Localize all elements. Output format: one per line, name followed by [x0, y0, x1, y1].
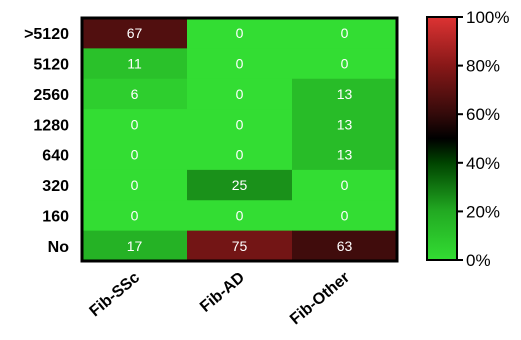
row-label: >5120 [24, 26, 69, 43]
heatmap-cell-2560-fib-ssc [82, 78, 188, 110]
colorbar-tick-label: 60% [466, 105, 500, 124]
heatmap-cell-640-fib-ad [187, 139, 293, 171]
cell-value-label: 0 [236, 86, 244, 102]
cell-value-label: 0 [341, 25, 349, 41]
heatmap-cell-5120-fib-ad [187, 18, 293, 49]
cell-value-label: 0 [131, 207, 139, 223]
cell-value-label: 75 [232, 238, 248, 254]
colorbar-tick-label: 0% [466, 251, 491, 270]
cell-value-label: 0 [341, 177, 349, 193]
heatmap-cell-160-fib-other [292, 200, 398, 232]
cell-value-label: 0 [131, 177, 139, 193]
colorbar-tick-label: 20% [466, 202, 500, 221]
heatmap-cell-1280-fib-ssc [82, 109, 188, 140]
heatmap-cells: 67 0 0 11 0 0 6 0 13 0 0 13 0 0 13 0 25 0 0 0 0 17 75 63 [82, 18, 398, 262]
cell-value-label: 0 [236, 207, 244, 223]
heatmap-cell-160-fib-ssc [82, 200, 188, 232]
cell-value-label: 0 [341, 207, 349, 223]
heatmap-cell-320-fib-other [292, 169, 398, 201]
row-label: 640 [42, 148, 69, 165]
cell-value-label: 0 [236, 147, 244, 163]
column-label: Fib-AD [197, 269, 248, 316]
heatmap-cell-5120-fib-ssc [82, 18, 188, 49]
row-label: 1280 [33, 117, 69, 134]
heatmap-cell-5120-fib-other [292, 48, 398, 80]
column-label: Fib-SSc [87, 269, 144, 320]
cell-value-label: 13 [337, 147, 353, 163]
heatmap-cell-640-fib-ssc [82, 139, 188, 171]
heatmap-cell-5120-fib-ad [187, 48, 293, 80]
colorbar-tick-label: 100% [466, 8, 509, 27]
heatmap-cell-no-fib-ad [187, 230, 293, 262]
heatmap-cell-640-fib-other [292, 139, 398, 171]
colorbar-ticks: 0% 20% 40% 60% 80% 100% [457, 8, 509, 270]
colorbar-tick-label: 80% [466, 57, 500, 76]
cell-value-label: 13 [337, 116, 353, 132]
column-labels: Fib-SSc Fib-AD Fib-Other [87, 269, 354, 328]
cell-value-label: 0 [236, 56, 244, 72]
cell-value-label: 0 [236, 25, 244, 41]
heatmap-cell-1280-fib-other [292, 109, 398, 140]
cell-value-label: 11 [127, 56, 142, 72]
cell-value-label: 13 [337, 86, 353, 102]
cell-value-label: 0 [236, 116, 244, 132]
colorbar-tick-label: 40% [466, 154, 500, 173]
heatmap-cell-160-fib-ad [187, 200, 293, 232]
row-label: 320 [42, 178, 69, 195]
heatmap-cell-no-fib-ssc [82, 230, 188, 262]
plot-frame [80, 16, 399, 263]
row-label: 2560 [33, 87, 69, 104]
row-label: No [48, 239, 70, 256]
cell-value-label: 0 [131, 147, 139, 163]
cell-value-label: 17 [127, 238, 143, 254]
heatmap-cell-320-fib-ad [187, 169, 293, 201]
column-label: Fib-Other [287, 269, 353, 328]
heatmap-cell-320-fib-ssc [82, 169, 188, 201]
heatmap-cell-5120-fib-ssc [82, 48, 188, 80]
cell-value-label: 63 [337, 238, 353, 254]
cell-value-label: 0 [131, 116, 139, 132]
cell-value-label: 67 [127, 25, 143, 41]
row-label: 5120 [33, 57, 69, 74]
cell-value-label: 25 [232, 177, 248, 193]
heatmap-cell-no-fib-other [292, 230, 398, 262]
row-labels: >5120 5120 2560 1280 640 320 160 No [24, 26, 69, 256]
cell-value-label: 0 [341, 56, 349, 72]
heatmap-cell-2560-fib-other [292, 78, 398, 110]
heatmap-cell-2560-fib-ad [187, 78, 293, 110]
colorbar [426, 16, 458, 261]
heatmap-cell-5120-fib-other [292, 18, 398, 49]
heatmap-cell-1280-fib-ad [187, 109, 293, 140]
row-label: 160 [42, 208, 69, 225]
cell-value-label: 6 [131, 86, 139, 102]
